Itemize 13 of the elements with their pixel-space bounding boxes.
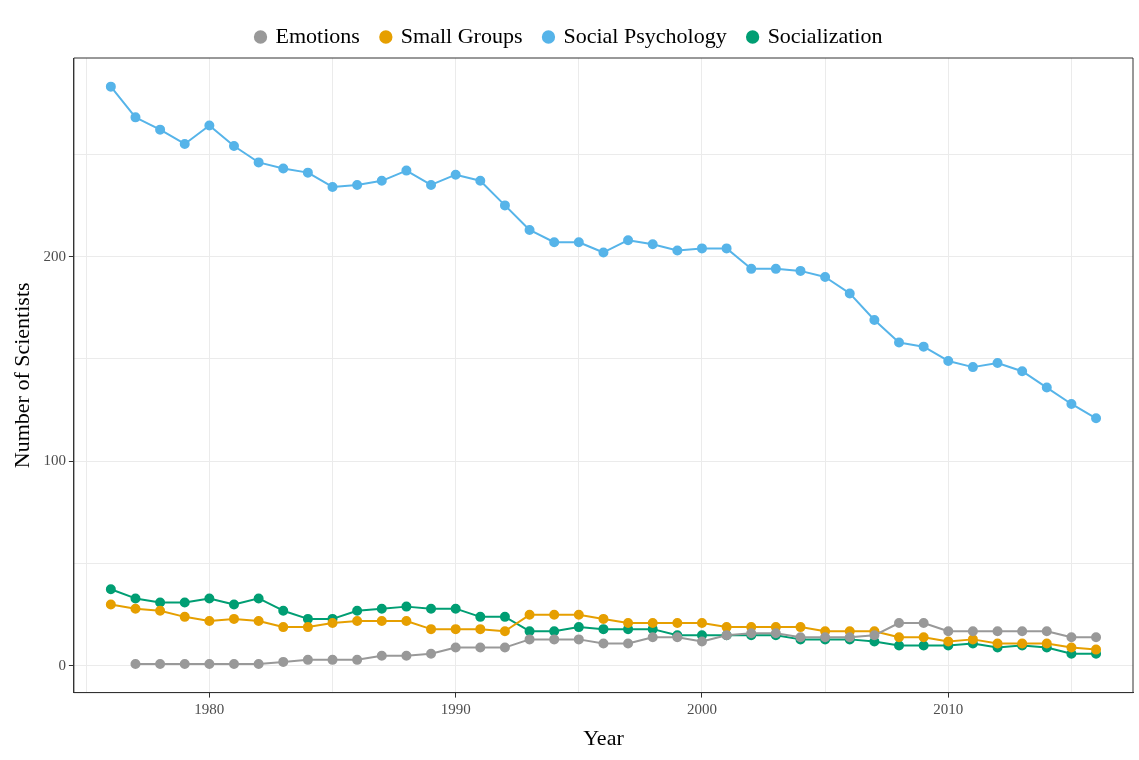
legend-label: Small Groups	[400, 22, 523, 48]
x-tick-label: 2000	[686, 700, 717, 717]
legend-label: Social Psychology	[563, 22, 727, 48]
legend-label: Socialization	[767, 22, 883, 48]
y-tick-label: 0	[58, 656, 66, 673]
y-axis-title: Number of Scientists	[8, 282, 34, 469]
y-tick-label: 200	[43, 247, 66, 264]
legend-label: Emotions	[275, 22, 360, 48]
x-tick-label: 1990	[440, 700, 471, 717]
x-tick-label: 1980	[194, 700, 225, 717]
x-axis-title: Year	[583, 724, 625, 750]
x-tick-label: 2010	[933, 700, 964, 717]
y-tick-label: 100	[43, 452, 66, 469]
